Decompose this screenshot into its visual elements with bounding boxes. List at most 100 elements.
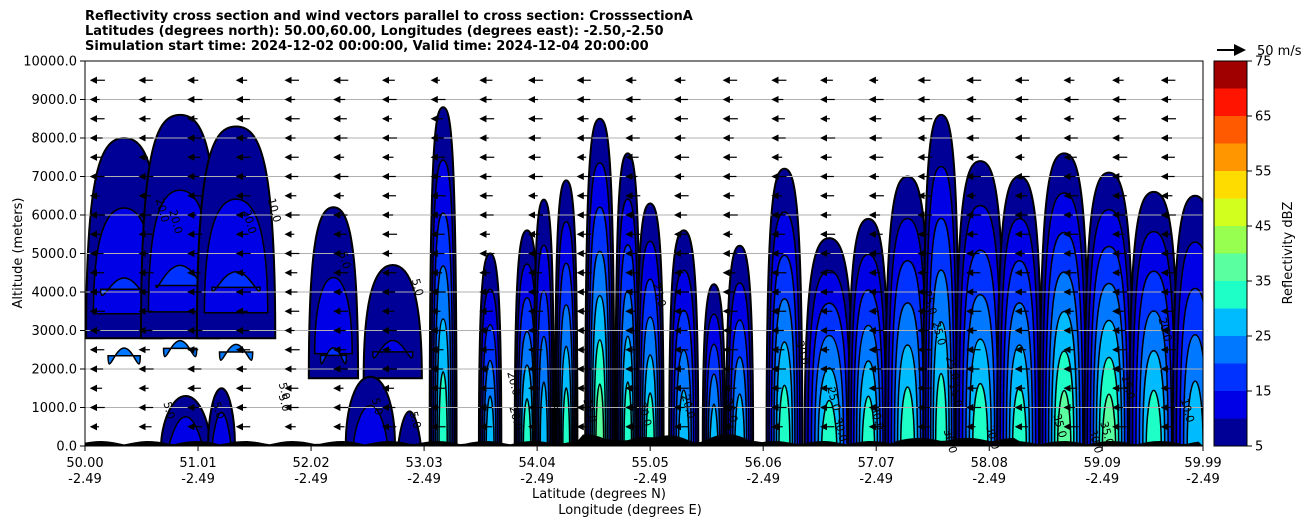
y-tick-label-1: 1000.0 bbox=[32, 401, 78, 416]
y-tick-label-0: 0.0 bbox=[56, 440, 77, 455]
contour-level-30 bbox=[899, 386, 916, 446]
contour-level-25 bbox=[485, 395, 495, 446]
contour-level-5 bbox=[362, 264, 423, 380]
contour-level-10 bbox=[313, 276, 353, 355]
x-tick-label-lon-3: -2.49 bbox=[407, 472, 441, 487]
colorbar-segment-10 bbox=[1214, 391, 1247, 419]
contour-label-31: 30.0 bbox=[1086, 428, 1105, 455]
colorbar-frame bbox=[1213, 60, 1248, 447]
storm-cell-20 bbox=[765, 167, 804, 446]
colorbar-tick-label-4: 45 bbox=[1255, 220, 1272, 235]
contour-label-35: 10.0 bbox=[1178, 397, 1197, 424]
colorbar-tick-label-7: 75 bbox=[1255, 55, 1272, 70]
x-tick-label-lat-8: 58.08 bbox=[971, 456, 1008, 471]
contour-label-13: 20.0 bbox=[506, 405, 525, 432]
contour-level-10 bbox=[211, 411, 232, 446]
contour-label-7: 5.0 bbox=[276, 393, 293, 413]
colorbar-segment-40 bbox=[1214, 226, 1247, 254]
x-tick-label-lat-1: 51.01 bbox=[179, 456, 216, 471]
contour-label-0: 20.0 bbox=[153, 197, 172, 224]
contour-label-9: 5.0 bbox=[160, 400, 177, 420]
y-tick-label-6: 6000.0 bbox=[32, 209, 78, 224]
x-tick-label-lat-9: 59.09 bbox=[1084, 456, 1121, 471]
contour-label-17: 25.0 bbox=[650, 281, 669, 308]
colorbar-tick-label-0: 5 bbox=[1255, 440, 1263, 455]
x-axis: 50.00-2.4951.01-2.4952.02-2.4953.03-2.49… bbox=[66, 446, 1222, 487]
y-tick-label-3: 3000.0 bbox=[32, 324, 78, 339]
contour-label-3: 10.0 bbox=[265, 197, 284, 224]
storm-cell-14 bbox=[584, 117, 616, 446]
y-tick-label-5: 5000.0 bbox=[32, 247, 78, 262]
contour-label-21: 25.0 bbox=[824, 385, 843, 412]
contour-label-11: 5.0 bbox=[407, 410, 424, 430]
contour-level-30 bbox=[934, 372, 948, 446]
chart-title-line-1: Reflectivity cross section and wind vect… bbox=[85, 9, 693, 24]
wind-reference-key: 50 m/s bbox=[1217, 44, 1302, 59]
storm-cell-2 bbox=[195, 125, 277, 361]
y-tick-label-8: 8000.0 bbox=[32, 132, 78, 147]
contour-level-10 bbox=[372, 339, 414, 359]
storm-cell-8 bbox=[397, 410, 422, 446]
storm-cell-22 bbox=[847, 217, 890, 446]
x-tick-label-lat-7: 57.07 bbox=[858, 456, 895, 471]
colorbar-segment-70 bbox=[1214, 61, 1247, 89]
contour-label-22: 30.0 bbox=[831, 416, 850, 443]
contour-level-30 bbox=[778, 384, 791, 446]
x-tick-label-lon-5: -2.49 bbox=[633, 472, 667, 487]
contour-level-10 bbox=[352, 404, 389, 446]
y-tick-label-7: 7000.0 bbox=[32, 170, 78, 185]
contour-label-1: 20.0 bbox=[166, 208, 185, 235]
x-tick-label-lat-3: 53.03 bbox=[405, 456, 442, 471]
contour-label-14: 25.0 bbox=[544, 397, 563, 424]
storm-cell-27 bbox=[1038, 152, 1090, 446]
colorbar-segment-25 bbox=[1214, 308, 1247, 336]
contour-label-26: 25.0 bbox=[943, 355, 962, 382]
colorbar-segment-55 bbox=[1214, 143, 1247, 171]
contour-label-29: 30.0 bbox=[983, 424, 1002, 451]
x-tick-label-lon-10: -2.49 bbox=[1186, 472, 1220, 487]
x-tick-label-lat-10: 59.99 bbox=[1184, 456, 1221, 471]
x-tick-label-lat-2: 52.02 bbox=[292, 456, 329, 471]
contour-label-5: 5.0 bbox=[409, 277, 426, 297]
x-tick-label-lon-2: -2.49 bbox=[294, 472, 328, 487]
y-tick-label-9: 9000.0 bbox=[32, 93, 78, 108]
x-tick-label-lon-1: -2.49 bbox=[181, 472, 215, 487]
x-tick-label-lat-4: 54.04 bbox=[519, 456, 556, 471]
contour-level-30 bbox=[645, 392, 656, 446]
colorbar: 5 15 25 35 45 55 65 75 bbox=[1213, 55, 1272, 455]
contour-level-25 bbox=[539, 381, 549, 446]
colorbar-tick-label-3: 35 bbox=[1255, 275, 1272, 290]
colorbar-segment-30 bbox=[1214, 281, 1247, 309]
contour-label-28: 30.0 bbox=[941, 428, 960, 455]
contour-level-20 bbox=[107, 347, 142, 365]
contour-label-20: 30.0 bbox=[793, 339, 812, 366]
y-tick-label-10: 10000.0 bbox=[23, 55, 77, 70]
contour-labels: 20.020.0 20.0 10.05.05.05.05.05.05.0 5.05.0… bbox=[153, 197, 1197, 455]
colorbar-segment-65 bbox=[1214, 88, 1247, 116]
storm-cell-19 bbox=[725, 244, 755, 446]
colorbar-label: Reflectivity dBZ bbox=[1281, 202, 1296, 305]
y-tick-label-2: 2000.0 bbox=[32, 363, 78, 378]
contour-label-23: 30.0 bbox=[868, 405, 887, 432]
colorbar-segment-35 bbox=[1214, 253, 1247, 281]
x-tick-label-lat-6: 56.06 bbox=[745, 456, 782, 471]
storm-cell-28 bbox=[1083, 171, 1135, 446]
storm-cell-18 bbox=[701, 283, 727, 446]
storm-cell-3 bbox=[307, 206, 360, 380]
x-tick-label-lon-7: -2.49 bbox=[859, 472, 893, 487]
x-tick-label-lon-9: -2.49 bbox=[1085, 472, 1119, 487]
contour-level-30 bbox=[623, 381, 633, 446]
colorbar-segment-5 bbox=[1214, 418, 1247, 446]
colorbar-segment-50 bbox=[1214, 171, 1247, 199]
contour-label-34: 20.0 bbox=[1156, 316, 1175, 343]
x-axis-label: Latitude (degrees N) bbox=[532, 487, 666, 502]
x-tick-label-lat-0: 50.00 bbox=[66, 456, 103, 471]
contour-label-12: 20.0 bbox=[504, 370, 523, 397]
chart-title-line-2: Latitudes (degrees north): 50.00,60.00, … bbox=[85, 24, 664, 39]
storm-cell-21 bbox=[803, 237, 855, 446]
x-tick-label-lon-6: -2.49 bbox=[746, 472, 780, 487]
storm-cell-9 bbox=[428, 106, 458, 446]
wind-vectors bbox=[89, 76, 1176, 431]
contour-level-30 bbox=[562, 387, 571, 446]
